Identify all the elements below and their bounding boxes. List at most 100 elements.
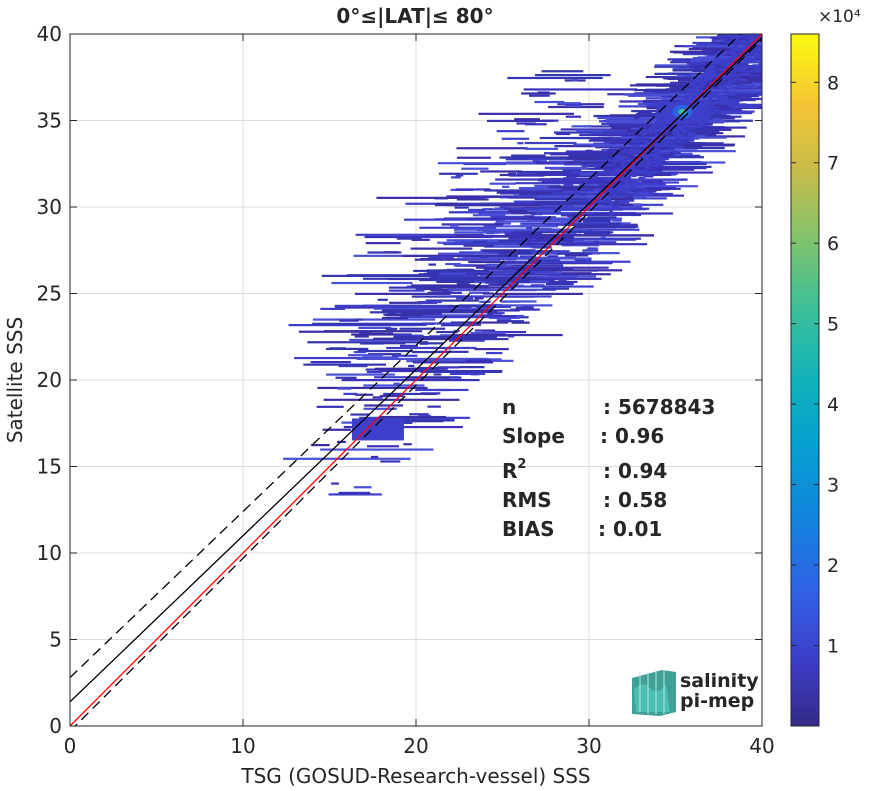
density-core-streak — [741, 73, 751, 76]
density-core-streak — [632, 144, 640, 147]
density-streak — [602, 137, 613, 140]
axis-ticks: 0 10 20 30 40 0 5 10 15 20 25 30 35 40 — [37, 22, 775, 758]
density-streak — [419, 226, 497, 229]
density-streak — [534, 184, 561, 187]
density-core-streak — [723, 61, 731, 64]
density-core-streak — [728, 92, 734, 96]
density-core-streak — [658, 128, 666, 131]
density-streak — [566, 175, 598, 178]
density-streak — [448, 339, 485, 342]
density-streak — [608, 121, 656, 124]
density-core-streak — [708, 73, 716, 76]
density-streak — [497, 266, 505, 269]
density-streak — [437, 162, 536, 165]
density-streak — [689, 73, 762, 76]
density-streak — [511, 211, 536, 215]
density-streak — [657, 92, 669, 95]
density-streak — [506, 260, 631, 263]
density-streak — [334, 304, 453, 307]
density-streak — [689, 64, 710, 67]
density-core-streak — [718, 86, 725, 90]
density-core-streak — [708, 72, 713, 75]
density-core-streak — [606, 189, 610, 192]
density-streak — [555, 132, 571, 136]
density-core-streak — [651, 161, 660, 164]
density-core-streak — [637, 171, 645, 175]
density-core-streak — [632, 149, 637, 152]
density-core-streak — [687, 134, 697, 138]
density-streak — [439, 172, 478, 175]
density-streak — [631, 127, 647, 130]
density-core-streak — [608, 163, 616, 167]
x-axis-label: TSG (GOSUD-Research-vessel) SSS — [240, 764, 590, 788]
density-streak — [448, 304, 490, 308]
density-core-streak — [751, 48, 759, 51]
density-core-streak — [665, 140, 670, 143]
density-core-streak — [620, 162, 626, 165]
density-core-streak — [615, 195, 622, 198]
density-core-streak — [673, 145, 683, 149]
stat-r2-sup: 2 — [517, 457, 526, 472]
density-core-streak — [707, 97, 713, 100]
density-core-streak — [661, 158, 666, 161]
density-core-streak — [628, 179, 636, 183]
stat-bias-label: BIAS — [502, 517, 555, 541]
density-streak — [407, 376, 450, 379]
density-streak — [595, 231, 614, 234]
density-streak — [461, 167, 489, 170]
density-streak — [320, 448, 434, 451]
density-streak — [473, 280, 551, 284]
density-streak — [642, 99, 695, 103]
density-streak — [485, 281, 505, 284]
density-streak — [335, 323, 425, 327]
density-core-streak — [627, 166, 634, 170]
density-streak — [735, 23, 759, 25]
density-streak — [608, 141, 637, 144]
density-streak — [690, 74, 699, 77]
density-streak — [495, 292, 583, 295]
density-streak — [347, 274, 478, 277]
density-streak — [580, 212, 591, 215]
x-tick-label: 40 — [749, 734, 774, 758]
density-core-streak — [739, 48, 744, 51]
density-streak — [604, 168, 695, 171]
density-core-streak — [739, 65, 748, 68]
density-streak — [411, 238, 430, 241]
density-streak — [709, 31, 799, 33]
density-streak — [428, 256, 454, 259]
density-core-streak — [683, 129, 688, 132]
density-streak — [350, 413, 370, 416]
density-streak — [734, 48, 762, 51]
density-streak — [645, 97, 669, 100]
density-core-streak — [727, 80, 737, 84]
wave-logo-icon — [632, 670, 676, 716]
density-streak — [446, 239, 526, 242]
density-streak — [427, 405, 441, 408]
density-core-streak — [646, 173, 652, 176]
density-streak — [635, 156, 704, 159]
density-core-streak — [753, 54, 758, 57]
stat-r2-base: R — [502, 459, 517, 483]
density-streak — [539, 212, 599, 215]
density-core-streak — [728, 79, 737, 82]
stat-r2-label: R2 — [502, 457, 526, 483]
cluster-core — [367, 421, 388, 436]
density-core-streak — [642, 163, 651, 167]
density-streak — [736, 29, 765, 31]
density-core-streak — [734, 48, 741, 51]
density-core-streak — [682, 100, 690, 103]
density-streak — [469, 234, 497, 238]
density-streak — [339, 319, 359, 322]
density-core-streak — [633, 150, 639, 153]
density-streak — [472, 240, 488, 244]
density-core-streak — [716, 95, 726, 98]
density-core-streak — [683, 97, 691, 101]
density-streak — [508, 285, 594, 288]
density-core-streak — [747, 65, 755, 68]
density-streak — [441, 324, 475, 327]
density-streak — [458, 304, 553, 307]
density-streak — [564, 161, 632, 164]
density-core-streak — [740, 69, 747, 72]
density-streak — [525, 267, 546, 271]
density-streak — [741, 23, 761, 25]
